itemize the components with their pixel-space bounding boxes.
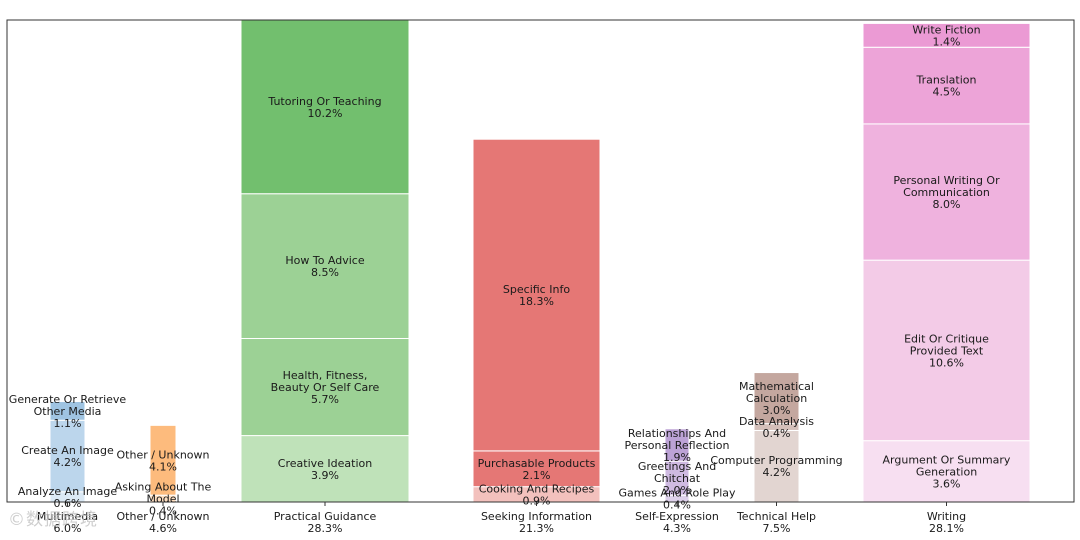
bar-segment-creative-ideation (240, 435, 410, 503)
segment-label-how-to-advice: How To Advice 8.5% (285, 254, 364, 279)
bar-segment-create-an-image (49, 419, 86, 493)
segment-label-specific-info: Specific Info 18.3% (503, 283, 570, 308)
bar-segment-mathematical-calculation (753, 372, 800, 425)
segment-label-relationships-and-personal-reflection: Relationships And Personal Reflection 1.9% (625, 427, 730, 464)
segment-label-health-fitness-beauty-or-self-care: Health, Fitness, Beauty Or Self Care 5.7% (271, 369, 380, 406)
bar-segment-edit-or-critique-provided-text (862, 259, 1031, 442)
segment-label-mathematical-calculation: Mathematical Calculation 3.0% (739, 380, 814, 417)
segment-label-personal-writing-or-communication: Personal Writing Or Communication 8.0% (893, 174, 1000, 211)
bar-segment-tutoring-or-teaching (240, 19, 410, 195)
segment-label-create-an-image: Create An Image 4.2% (21, 444, 114, 469)
x-tick-label-other-unknown: Other / Unknown 4.6% (117, 510, 210, 535)
plot-frame (6, 19, 1075, 503)
segment-label-edit-or-critique-provided-text: Edit Or Critique Provided Text 10.6% (904, 332, 989, 369)
watermark: ©数据跨境 (8, 510, 98, 530)
x-tick-label-multimedia: Multimedia 6.0% (37, 510, 98, 535)
bar-segment-relationships-and-personal-reflection (664, 428, 690, 462)
x-tick-label-self-expression: Self-Expression 4.3% (635, 510, 719, 535)
segment-label-translation: Translation 4.5% (916, 74, 977, 99)
bar-segment-generate-or-retrieve-other-media (49, 401, 86, 421)
segment-label-generate-or-retrieve-other-media: Generate Or Retrieve Other Media 1.1% (9, 393, 127, 430)
bar-segment-specific-info (472, 138, 601, 452)
bar-segment-computer-programming (753, 429, 800, 503)
bar-segment-write-fiction (862, 22, 1031, 48)
segment-label-cooking-and-recipes: Cooking And Recipes 0.9% (479, 482, 595, 507)
segment-label-creative-ideation: Creative Ideation 3.9% (278, 457, 372, 482)
bar-segment-how-to-advice (240, 193, 410, 339)
x-tick-label-practical-guidance: Practical Guidance 28.3% (274, 510, 377, 535)
x-tick-label-seeking-information: Seeking Information 21.3% (481, 510, 592, 535)
segment-label-tutoring-or-teaching: Tutoring Or Teaching 10.2% (267, 95, 381, 120)
segment-label-data-analysis: Data Analysis 0.4% (739, 415, 814, 440)
bar-segment-translation (862, 46, 1031, 125)
segment-label-other-unknown: Other / Unknown 4.1% (117, 448, 210, 473)
bar-segment-health-fitness-beauty-or-self-care (240, 337, 410, 437)
segment-label-write-fiction: Write Fiction 1.4% (912, 23, 980, 48)
bar-segment-purchasable-products (472, 450, 601, 488)
bars (49, 19, 1031, 503)
segment-label-purchasable-products: Purchasable Products 2.1% (478, 457, 596, 482)
x-tick-labels: Multimedia 6.0% Other / Unknown 4.6% Practic… (37, 502, 966, 535)
segment-label-greetings-and-chitchat: Greetings And Chitchat 2.0% (638, 460, 716, 497)
x-tick-label-writing: Writing 28.1% (927, 510, 966, 535)
segment-labels: Analyze An Image 0.6%Create An Image 4.2%G… (9, 23, 1011, 517)
bar-segment-argument-or-summary-generation (862, 440, 1031, 503)
segment-label-computer-programming: Computer Programming 4.2% (710, 454, 842, 479)
segment-label-asking-about-the-model: Asking About The Model 0.4% (115, 481, 212, 518)
bar-segment-other-unknown (149, 424, 177, 496)
x-tick-label-technical-help: Technical Help 7.5% (736, 510, 816, 535)
segment-label-argument-or-summary-generation: Argument Or Summary Generation 3.6% (883, 453, 1011, 490)
bar-segment-personal-writing-or-communication (862, 123, 1031, 261)
